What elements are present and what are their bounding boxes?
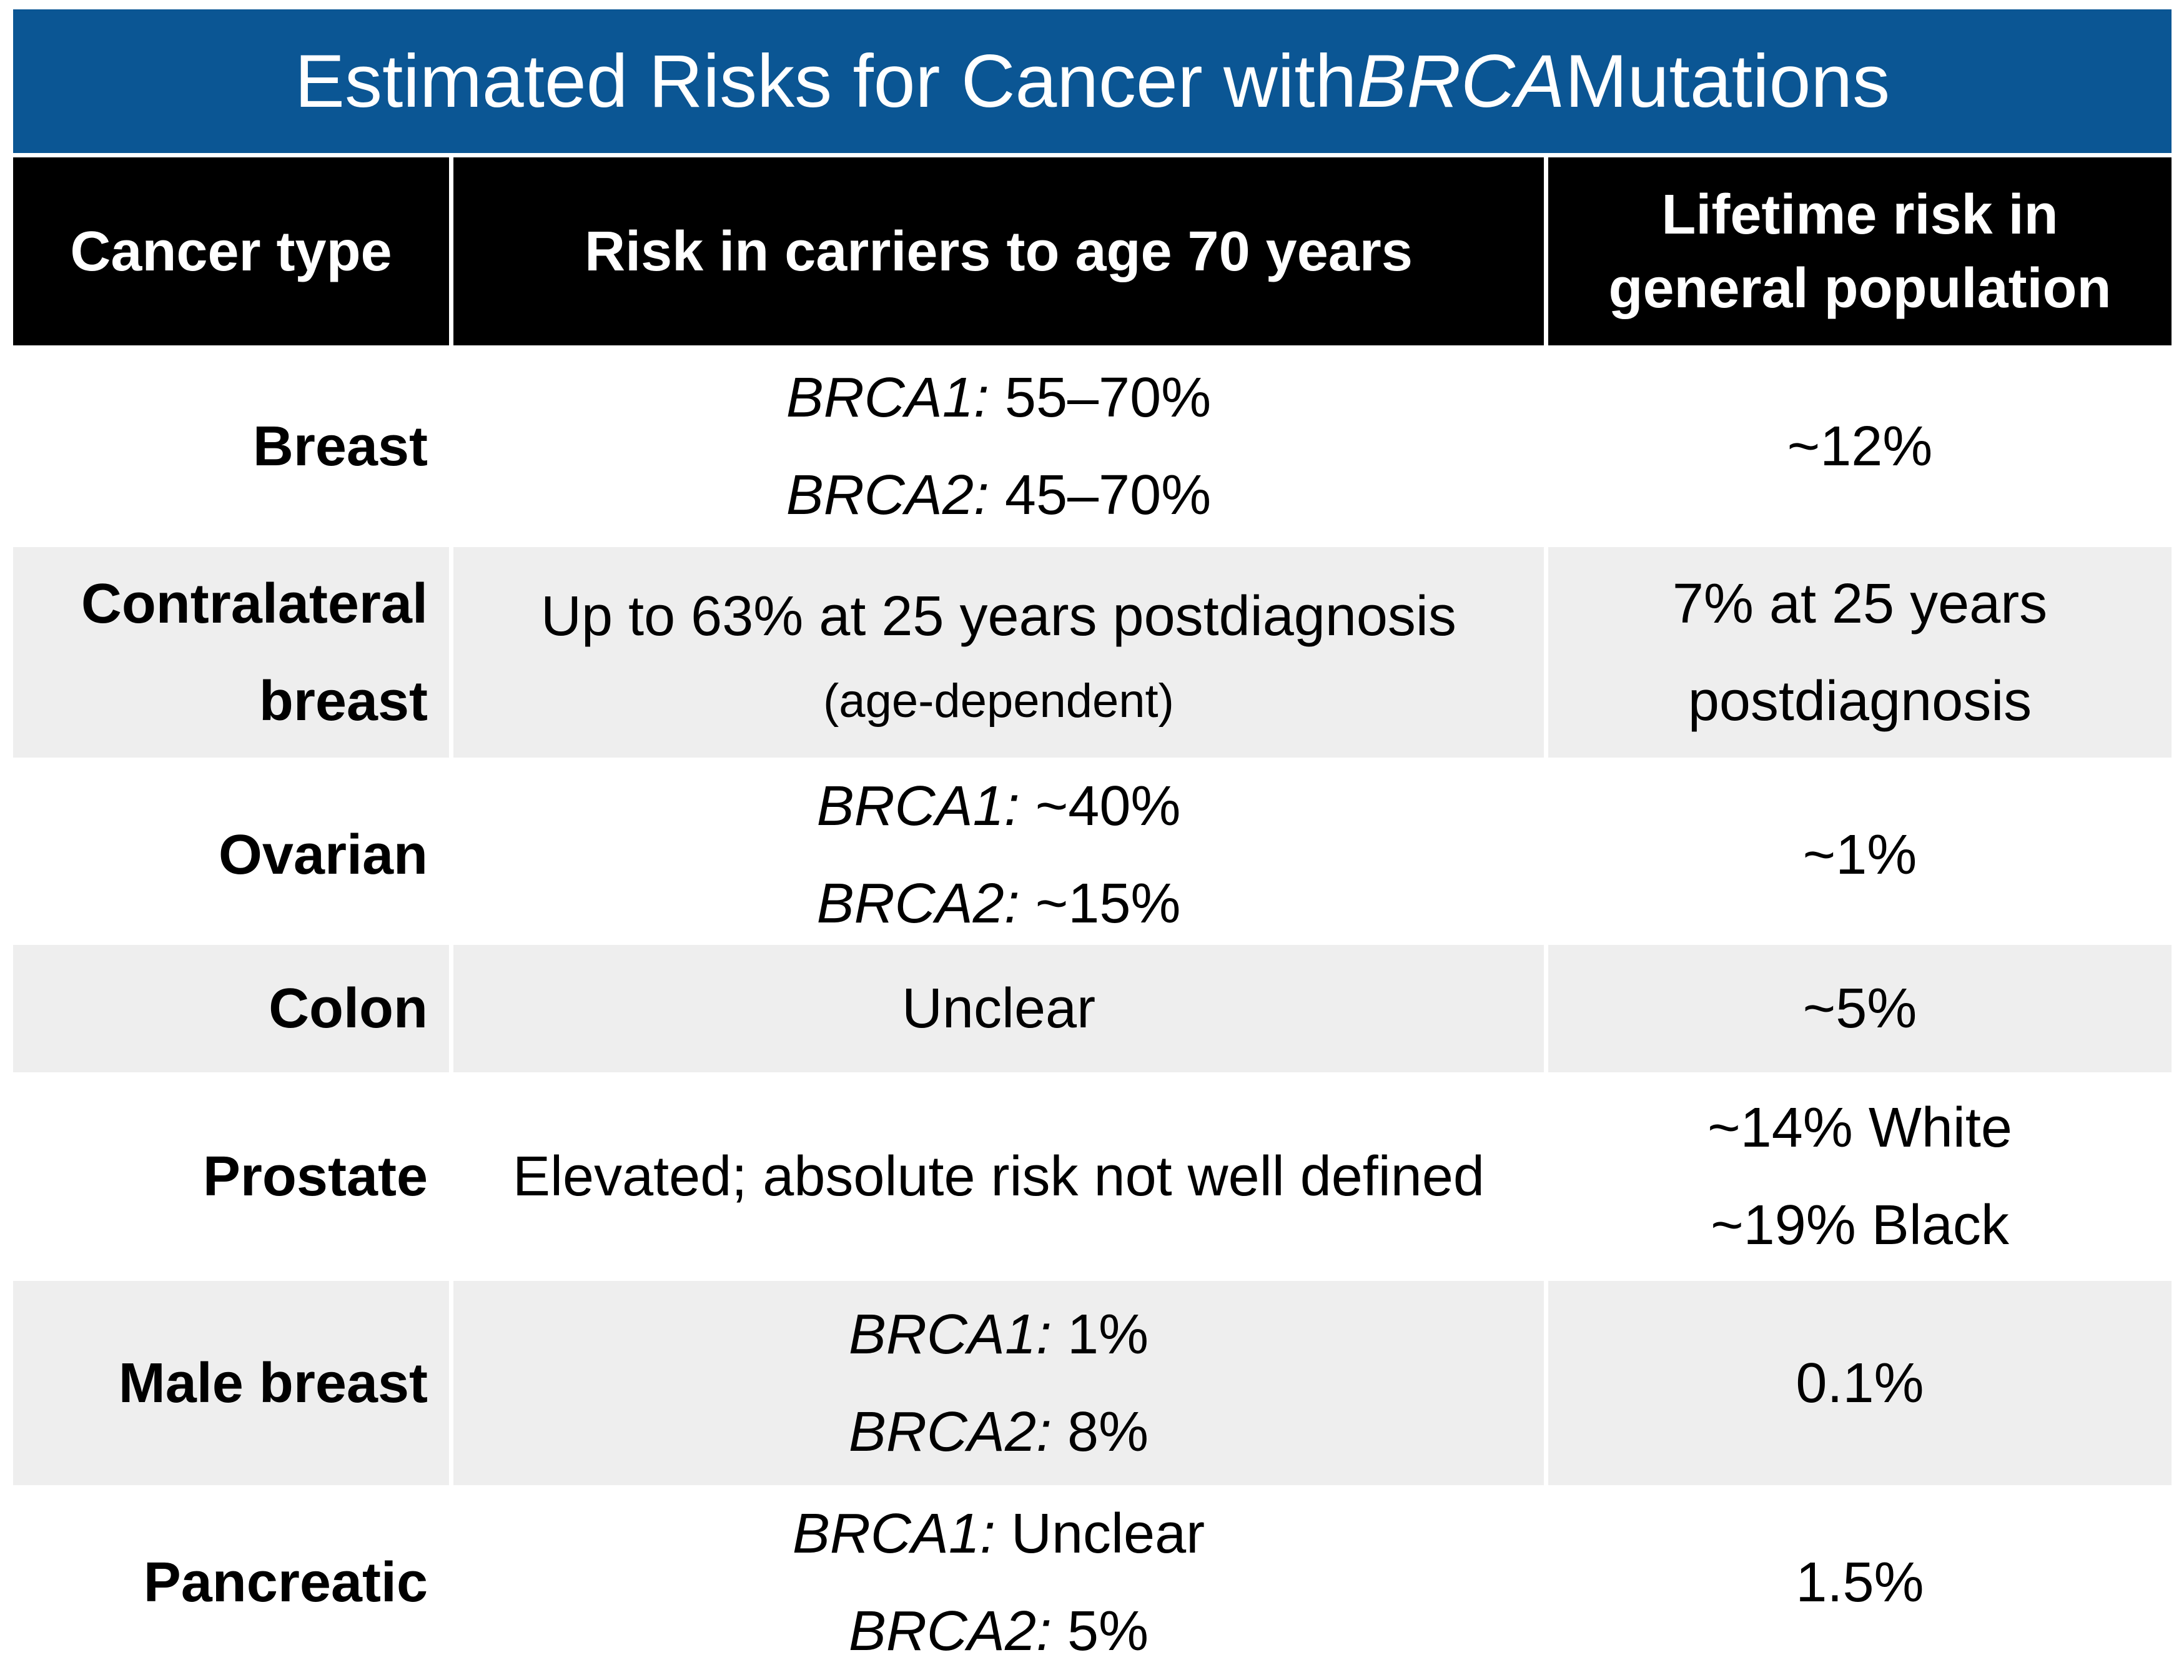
cell-line: (age-dependent) [823,674,1174,728]
cancer-type-cell: Ovarian [13,758,449,952]
cell-line: Breast [252,415,428,478]
cell-line: 0.1% [1796,1351,1924,1415]
header-carrier-risk-label: Risk in carriers to age 70 years [585,220,1413,283]
cell-line: Elevated; absolute risk not well defined [513,1145,1485,1208]
cell-line: ~19% Black [1711,1194,2009,1257]
gene-name: BRCA1: [786,366,989,429]
gene-name: BRCA2: [816,872,1020,935]
gene-name: BRCA1: [816,775,1020,838]
table-row: Prostate Elevated; absolute risk not well… [13,1072,2172,1281]
risk-table: Estimated Risks for Cancer with BRCA Mut… [13,9,2172,1680]
cell-line: Unclear [901,977,1096,1040]
general-risk-cell: 0.1% [1548,1281,2172,1485]
header-general-population: Lifetime risk in general population [1548,157,2172,345]
gene-name: BRCA1: [848,1303,1052,1366]
header-general-population-line1: Lifetime risk in [1661,183,2058,246]
cell-line: BRCA2: ~15% [816,872,1181,935]
header-general-population-line2: general population [1608,257,2112,320]
cancer-type-cell: Prostate [13,1072,449,1281]
cell-line: 7% at 25 years [1672,572,2048,635]
general-risk-cell: 1.5% [1548,1485,2172,1680]
cell-line: BRCA2: 45–70% [786,463,1212,526]
cancer-type-cell: Male breast [13,1281,449,1485]
cell-line: Colon [269,977,428,1040]
carrier-risk-cell: BRCA1: ~40% BRCA2: ~15% [453,758,1544,952]
carrier-risk-cell: Up to 63% at 25 years postdiagnosis (age-… [453,547,1544,758]
gene-name: BRCA1: [792,1503,996,1565]
carrier-risk-cell: BRCA1: 1% BRCA2: 8% [453,1281,1544,1485]
cancer-type-cell: Colon [13,945,449,1072]
title-prefix: Estimated Risks for Cancer with [294,39,1357,123]
cell-line: Ovarian [218,824,428,886]
cell-line: 1.5% [1796,1551,1924,1614]
table-row: Pancreatic BRCA1: Unclear BRCA2: 5% 1.5% [13,1485,2172,1680]
cell-line: postdiagnosis [1687,670,2032,733]
table-row: Ovarian BRCA1: ~40% BRCA2: ~15% ~1% [13,758,2172,952]
gene-name: BRCA2: [848,1400,1052,1463]
table-title: Estimated Risks for Cancer with BRCA Mut… [13,9,2172,153]
table-row: Male breast BRCA1: 1% BRCA2: 8% 0.1% [13,1281,2172,1485]
general-risk-cell: ~1% [1548,758,2172,952]
table-body: Breast BRCA1: 55–70% BRCA2: 45–70% ~12% Cont… [13,345,2172,1680]
cancer-type-cell: Pancreatic [13,1485,449,1680]
carrier-risk-cell: Unclear [453,945,1544,1072]
cell-line: BRCA2: 8% [848,1400,1149,1463]
header-row: Cancer type Risk in carriers to age 70 y… [13,157,2172,345]
title-gene-name: BRCA [1356,39,1565,123]
cancer-type-cell: Breast [13,345,449,547]
header-cancer-type-label: Cancer type [70,220,392,283]
cell-line: BRCA1: Unclear [792,1503,1205,1565]
title-suffix: Mutations [1564,39,1890,123]
table-row: Colon Unclear ~5% [13,945,2172,1072]
cell-line: ~1% [1802,824,1917,886]
carrier-risk-cell: BRCA1: Unclear BRCA2: 5% [453,1485,1544,1680]
cell-line: BRCA1: ~40% [816,775,1181,838]
header-cancer-type: Cancer type [13,157,449,345]
general-risk-cell: ~5% [1548,945,2172,1072]
cell-line: ~5% [1802,977,1917,1040]
table-row: Contralateral breast Up to 63% at 25 year… [13,547,2172,758]
carrier-risk-cell: BRCA1: 55–70% BRCA2: 45–70% [453,345,1544,547]
cell-line: BRCA2: 5% [848,1600,1149,1663]
header-carrier-risk: Risk in carriers to age 70 years [453,157,1544,345]
cell-line: Contralateral breast [81,572,428,733]
general-risk-cell: 7% at 25 years postdiagnosis [1548,547,2172,758]
gene-name: BRCA2: [786,463,989,526]
cell-line: BRCA1: 55–70% [786,366,1212,429]
cell-line: BRCA1: 1% [848,1303,1149,1366]
gene-name: BRCA2: [848,1600,1052,1663]
cell-line: Male breast [118,1351,428,1415]
cell-line: Pancreatic [143,1551,428,1614]
cell-line: ~14% White [1707,1097,2012,1159]
general-risk-cell: ~14% White ~19% Black [1548,1072,2172,1281]
carrier-risk-cell: Elevated; absolute risk not well defined [453,1072,1544,1281]
table-row: Breast BRCA1: 55–70% BRCA2: 45–70% ~12% [13,345,2172,547]
cell-line: Prostate [202,1145,428,1208]
cell-line: ~12% [1787,415,1933,478]
general-risk-cell: ~12% [1548,345,2172,547]
cancer-type-cell: Contralateral breast [13,547,449,758]
cell-line: Up to 63% at 25 years postdiagnosis [541,585,1456,648]
